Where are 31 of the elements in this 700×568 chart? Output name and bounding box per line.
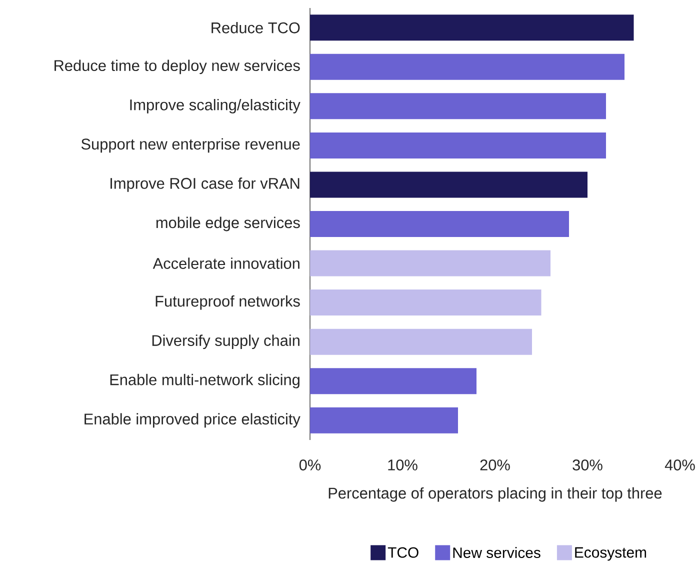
legend-label: TCO <box>388 547 418 558</box>
y-tick-label: Reduce TCO <box>212 22 300 34</box>
y-tick-label: Accelerate innovation <box>152 258 300 269</box>
y-tick-label: Futureproof networks <box>156 295 300 310</box>
bar <box>310 211 570 238</box>
bar <box>310 93 606 120</box>
legend-label: Ecosystem <box>575 547 646 561</box>
bar <box>310 407 458 434</box>
y-tick-label: Diversify supply chain <box>152 334 300 350</box>
x-tick-label: 10% <box>388 460 418 470</box>
bar <box>310 368 476 394</box>
bar <box>310 54 625 80</box>
y-tick-label: Improve ROI case for vRAN <box>110 178 300 192</box>
y-tick-label: Enable multi-network slicing <box>110 374 300 388</box>
bar <box>310 132 606 158</box>
bar <box>310 290 542 316</box>
x-tick-label: 20% <box>480 460 510 470</box>
y-tick-label: Improve scaling/elasticity <box>130 98 300 114</box>
y-tick-label: Reduce time to deploy new services <box>54 60 300 74</box>
y-tick-label: mobile edge services <box>156 216 300 232</box>
x-tick-label: 30% <box>572 460 602 470</box>
bar <box>310 14 634 41</box>
bar <box>310 328 532 355</box>
bar <box>310 250 551 276</box>
x-tick-label: 40% <box>664 460 695 470</box>
y-tick-label: Support new enterprise revenue <box>81 138 300 153</box>
x-axis-title: Percentage of operators placing in their top three <box>328 487 662 502</box>
legend-label: New services <box>453 547 540 558</box>
bar <box>310 172 588 198</box>
x-tick-label: 0% <box>299 460 321 470</box>
y-tick-label: Enable improved price elasticity <box>84 413 300 428</box>
